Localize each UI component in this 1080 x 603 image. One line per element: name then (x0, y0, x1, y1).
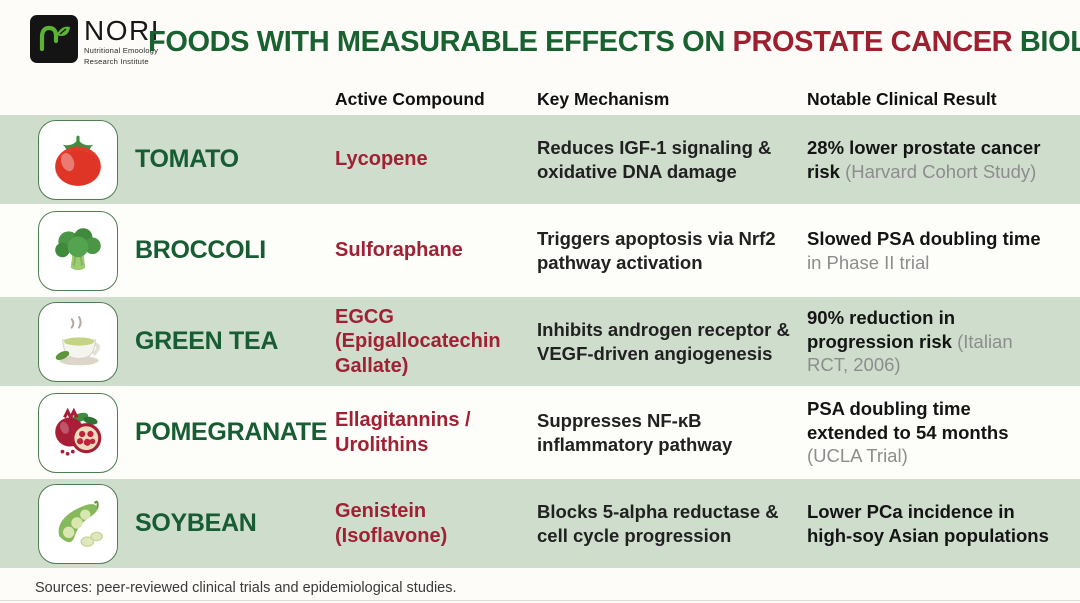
page-title: FOODS WITH MEASURABLE EFFECTS ON PROSTAT… (148, 26, 1080, 59)
green-tea-icon (55, 315, 100, 365)
nori-logo-text: NORI Nutritional Emoology Research Insti… (84, 15, 160, 66)
food-name: TOMATO (135, 145, 239, 173)
table-row-pomegranate: POMEGRANATE Ellagitannins / Urolithins S… (0, 388, 1080, 477)
active-compound: Sulforaphane (335, 239, 463, 262)
active-compound: Lycopene (335, 148, 428, 171)
column-header-key-mechanism: Key Mechanism (537, 89, 670, 109)
clinical-result: Slowed PSA doubling time in Phase II tri… (807, 227, 1052, 274)
clinical-result: 90% reduction in progression risk (Itali… (807, 306, 1052, 377)
key-mechanism: Inhibits androgen receptor & VEGF-driven… (537, 318, 790, 364)
key-mechanism: Triggers apoptosis via Nrf2 pathway acti… (537, 227, 776, 273)
food-icon-card (38, 392, 118, 473)
key-mechanism: Suppresses NF-κB inflammatory pathway (537, 409, 733, 455)
table-column-headers: Active Compound Key Mechanism Notable Cl… (0, 85, 1080, 115)
food-name: POMEGRANATE (135, 418, 328, 446)
soybean-icon (58, 500, 103, 547)
food-icon-card (38, 210, 118, 291)
table-row-soybean: SOYBEAN Genistein (Isoflavone) Blocks 5-… (0, 479, 1080, 568)
result-main: 90% reduction in progression risk (807, 306, 956, 352)
logo-subtitle-line1: Nutritional Emoology (84, 46, 159, 55)
active-compound: Genistein (Isoflavone) (335, 500, 448, 547)
table-row-green-tea: GREEN TEA EGCG (Epigallocatechin Gallate… (0, 297, 1080, 386)
nori-logo: NORI Nutritional Emoology Research Insti… (30, 15, 160, 66)
food-name: SOYBEAN (135, 509, 257, 537)
result-main: 28% lower prostate cancer risk (807, 136, 1041, 182)
clinical-result: Lower PCa incidence in high-soy Asian po… (807, 500, 1052, 547)
column-header-notable-clinical-result: Notable Clinical Result (807, 89, 997, 109)
result-note: (Harvard Cohort Study) (845, 160, 1037, 182)
food-icon-card (38, 483, 118, 564)
sources-text: Sources: peer-reviewed clinical trials a… (35, 580, 457, 596)
food-icon-card (38, 301, 118, 382)
table-row-broccoli: BROCCOLI Sulforaphane Triggers apoptosis… (0, 206, 1080, 295)
food-name: GREEN TEA (135, 327, 279, 355)
clinical-result: PSA doubling time extended to 54 months … (807, 397, 1052, 468)
result-main: PSA doubling time extended to 54 months (807, 397, 1009, 443)
footer: Sources: peer-reviewed clinical trials a… (0, 570, 1080, 596)
title-highlight: PROSTATE CANCER (732, 26, 1013, 58)
result-main: Lower PCa incidence in high-soy Asian po… (807, 500, 1049, 546)
bottom-divider (0, 600, 1080, 601)
active-compound: EGCG (Epigallocatechin Gallate) (335, 305, 501, 377)
food-icon-card (38, 119, 118, 200)
title-part1: FOODS WITH MEASURABLE EFFECTS ON (148, 26, 733, 58)
title-part2: BIOLOGY (1019, 26, 1080, 58)
result-note: in Phase II trial (807, 251, 930, 273)
food-name: BROCCOLI (135, 236, 266, 264)
active-compound: Ellagitannins / Urolithins (335, 409, 471, 456)
pomegranate-icon (55, 407, 102, 456)
column-header-active-compound: Active Compound (335, 89, 485, 109)
result-note: (UCLA Trial) (807, 445, 908, 467)
table-row-tomato: TOMATO Lycopene Reduces IGF-1 signaling … (0, 115, 1080, 204)
tomato-icon (55, 135, 101, 186)
logo-acronym: NORI (84, 15, 160, 46)
result-main: Slowed PSA doubling time (807, 227, 1041, 249)
nori-logo-icon (30, 15, 78, 63)
key-mechanism: Blocks 5-alpha reductase & cell cycle pr… (537, 500, 779, 546)
header: NORI Nutritional Emoology Research Insti… (0, 0, 1080, 85)
result-note: (Italian RCT, 2006) (807, 330, 1013, 376)
clinical-result: 28% lower prostate cancer risk (Harvard … (807, 136, 1052, 183)
broccoli-icon (55, 227, 101, 270)
key-mechanism: Reduces IGF-1 signaling & oxidative DNA … (537, 136, 772, 182)
logo-subtitle-line2: Research Institute (84, 56, 149, 66)
